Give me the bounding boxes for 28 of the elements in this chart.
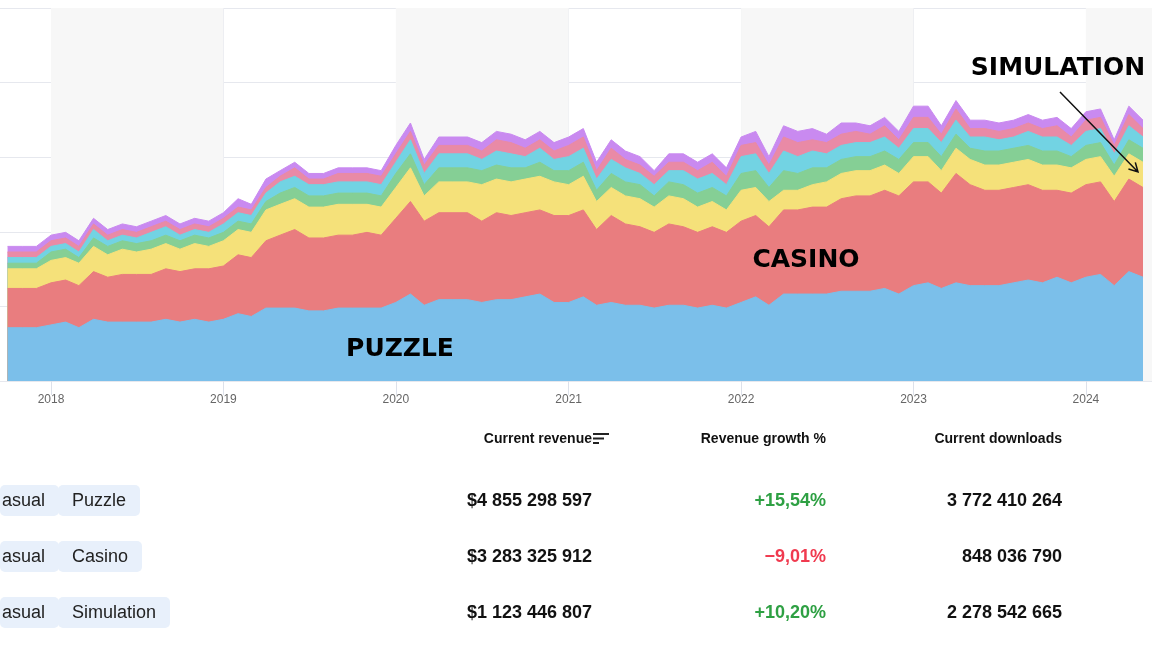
x-tick-label: 2022 — [727, 392, 755, 406]
text: +10,20% — [754, 602, 826, 622]
text: asual — [2, 602, 46, 622]
text: 848 036 790 — [961, 546, 1062, 566]
annotation: CASINO — [752, 243, 860, 273]
text: Casino — [72, 546, 129, 566]
text: asual — [2, 546, 46, 566]
x-tick-label: 2020 — [382, 392, 410, 406]
text: 3 772 410 264 — [946, 490, 1062, 510]
text: Simulation — [72, 602, 157, 622]
text: $4 855 298 597 — [466, 490, 592, 510]
text: Puzzle — [72, 490, 127, 510]
x-tick-label: 2024 — [1072, 392, 1100, 406]
category-label: Current downloads — [934, 430, 1062, 446]
text: −9,01% — [764, 546, 826, 566]
text: +15,54% — [754, 490, 826, 510]
x-tick-label: 2018 — [37, 392, 65, 406]
annotation: PUZZLE — [346, 332, 454, 362]
text: $3 283 325 912 — [466, 546, 592, 566]
category-label: Revenue growth % — [700, 430, 826, 446]
text: asual — [2, 490, 46, 510]
text: 2 278 542 665 — [946, 602, 1062, 622]
category-label: Current revenue — [483, 430, 592, 446]
x-tick-label: 2019 — [210, 392, 238, 406]
x-tick-label: 2021 — [555, 392, 583, 406]
x-tick-label: 2023 — [900, 392, 928, 406]
text: SIMULATION — [970, 51, 1146, 81]
text: $1 123 446 807 — [466, 602, 592, 622]
